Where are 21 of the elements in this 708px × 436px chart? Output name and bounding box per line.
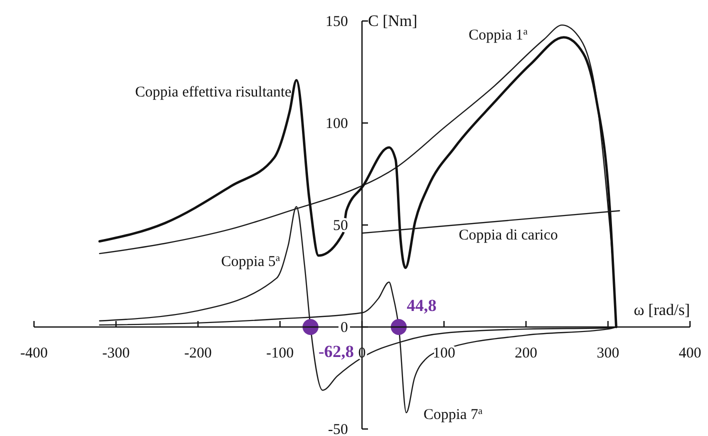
y-axis-title: C [Nm] bbox=[368, 13, 418, 30]
x-tick-label: 200 bbox=[514, 346, 538, 362]
series-label: Coppia 1$^{a}$ bbox=[468, 26, 528, 44]
y-tick-label: 100 bbox=[326, 116, 348, 132]
annotation: 44,8 bbox=[406, 296, 436, 315]
x-tick-label: -400 bbox=[20, 346, 48, 362]
y-tick-label: 0 bbox=[340, 320, 348, 336]
y-tick-label: 150 bbox=[326, 14, 348, 30]
x-tick-label: -300 bbox=[102, 346, 130, 362]
series-label: Coppia 5$^{a}$ bbox=[221, 252, 281, 270]
x-tick-label: -200 bbox=[184, 346, 212, 362]
x-tick-label: 400 bbox=[678, 346, 702, 362]
x-tick-label: -100 bbox=[266, 346, 294, 362]
annotation: -62,8 bbox=[318, 342, 354, 361]
x-tick-label: 300 bbox=[596, 346, 620, 362]
series-label: Coppia di carico bbox=[458, 227, 558, 244]
series-label: Coppia 7$^{a}$ bbox=[424, 405, 484, 423]
x-tick-label: 100 bbox=[432, 346, 456, 362]
series-label: Coppia effettiva risultante bbox=[135, 84, 292, 100]
y-tick-label: -50 bbox=[328, 422, 348, 436]
x-axis-title: ω [rad/s] bbox=[634, 302, 690, 319]
